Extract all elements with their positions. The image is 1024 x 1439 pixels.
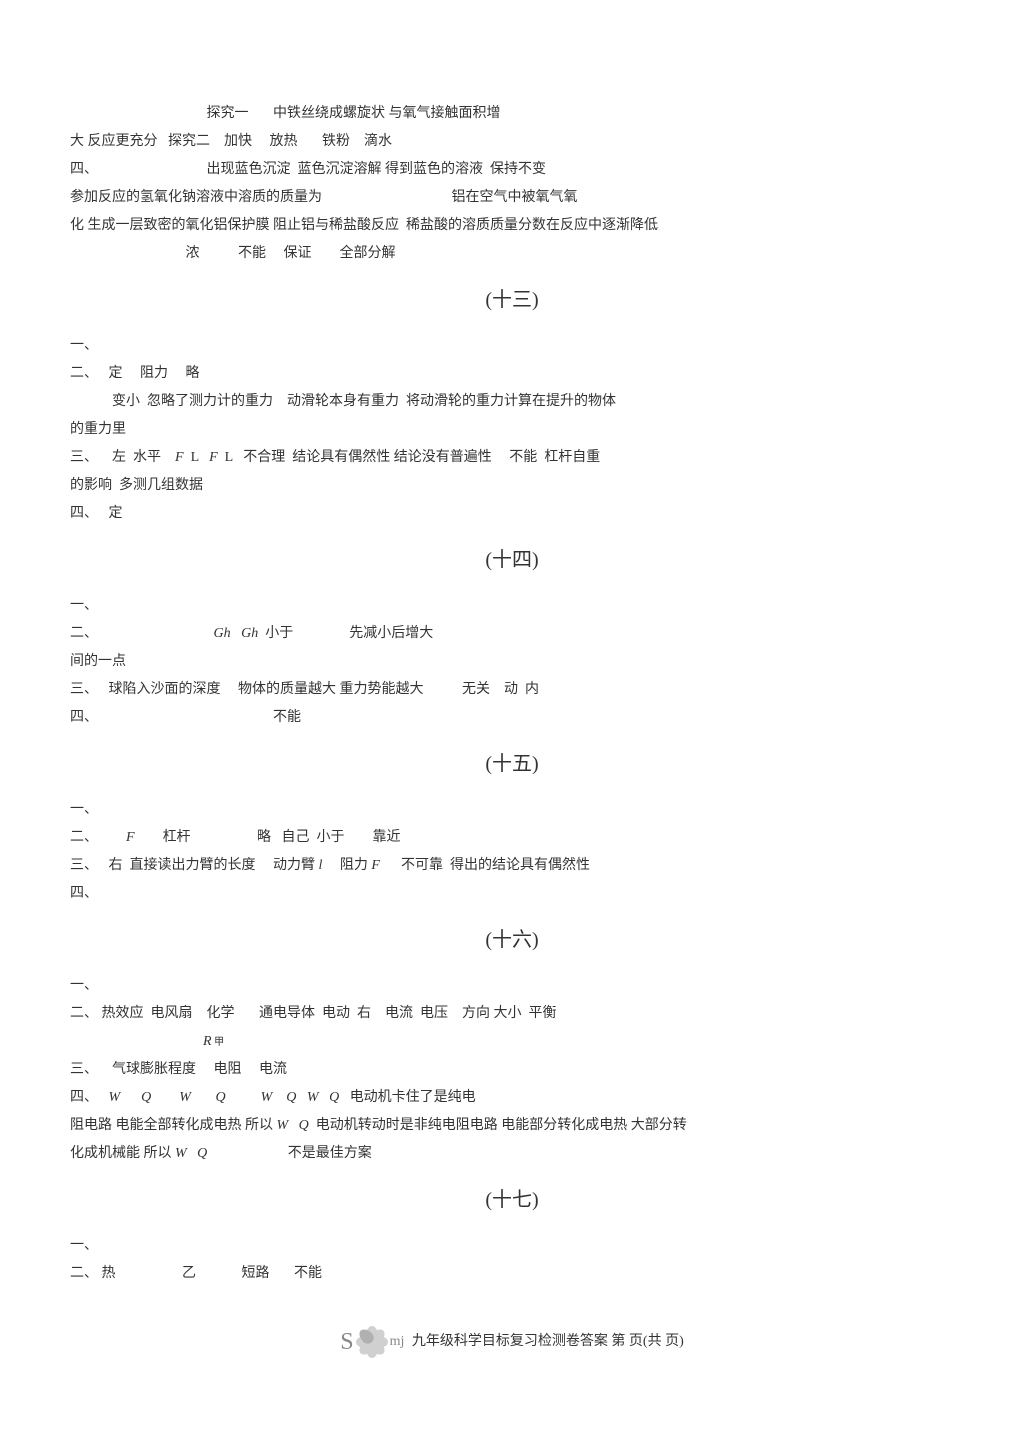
variable-Q: Q bbox=[215, 1090, 225, 1105]
section-title-15: (十五) bbox=[70, 744, 954, 784]
text-line: 二、 热效应 电风扇 化学 通电导体 电动 右 电流 电压 方向 大小 平衡 bbox=[70, 1000, 954, 1028]
text-line: 一、 bbox=[70, 592, 954, 620]
text-line: 间的一点 bbox=[70, 648, 954, 676]
text-line: 四、 出现蓝色沉淀 蓝色沉淀溶解 得到蓝色的溶液 保持不变 bbox=[70, 156, 954, 184]
text-line: 四、 bbox=[70, 880, 954, 908]
section-title-14: (十四) bbox=[70, 540, 954, 580]
variable-W: W bbox=[179, 1090, 191, 1105]
variable-W: W bbox=[277, 1118, 289, 1133]
text-line: 二、 F 杠杆 略 自己 小于 靠近 bbox=[70, 824, 954, 852]
text-line: 三、 右 直接读出力臂的长度 动力臂 l 阻力 F 不可靠 得出的结论具有偶然性 bbox=[70, 852, 954, 880]
text-line: 四、 W Q W Q W Q W Q 电动机卡住了是纯电 bbox=[70, 1084, 954, 1112]
logo-icon: S mj bbox=[340, 1318, 404, 1366]
text-line: 二、 Gh Gh 小于 先减小后增大 bbox=[70, 620, 954, 648]
variable-W: W bbox=[109, 1090, 121, 1105]
text-line: 阻电路 电能全部转化成电热 所以 W Q 电动机转动时是非纯电阻电路 电能部分转… bbox=[70, 1112, 954, 1140]
text-line: 二、 热 乙 短路 不能 bbox=[70, 1260, 954, 1288]
section-15: 一、 二、 F 杠杆 略 自己 小于 靠近 三、 右 直接读出力臂的长度 动力臂… bbox=[70, 796, 954, 908]
variable-Q: Q bbox=[286, 1090, 296, 1105]
variable-W: W bbox=[175, 1146, 187, 1161]
variable-R: R bbox=[203, 1034, 212, 1049]
section-13: 一、 二、 定 阻力 略 变小 忽略了测力计的重力 动滑轮本身有重力 将动滑轮的… bbox=[70, 332, 954, 528]
section-title-17: (十七) bbox=[70, 1180, 954, 1220]
text-line: 的影响 多测几组数据 bbox=[70, 472, 954, 500]
text-line: 一、 bbox=[70, 796, 954, 824]
variable-F: F bbox=[175, 450, 184, 465]
section-14: 一、 二、 Gh Gh 小于 先减小后增大 间的一点 三、 球陷入沙面的深度 物… bbox=[70, 592, 954, 732]
top-section: 探究一 中铁丝绕成螺旋状 与氧气接触面积增 大 反应更充分 探究二 加快 放热 … bbox=[70, 100, 954, 268]
text-line: 探究一 中铁丝绕成螺旋状 与氧气接触面积增 bbox=[70, 100, 954, 128]
section-title-13: (十三) bbox=[70, 280, 954, 320]
text-line: 的重力里 bbox=[70, 416, 954, 444]
text-line: 浓 不能 保证 全部分解 bbox=[70, 240, 954, 268]
section-17: 一、 二、 热 乙 短路 不能 bbox=[70, 1232, 954, 1288]
page-footer: S mj 九年级科学目标复习检测卷答案 第 页(共 页) bbox=[70, 1318, 954, 1366]
text-line: 一、 bbox=[70, 332, 954, 360]
text-line: 一、 bbox=[70, 1232, 954, 1260]
text-line: 三、 气球膨胀程度 电阻 电流 bbox=[70, 1056, 954, 1084]
text-line: 四、 不能 bbox=[70, 704, 954, 732]
text-line: 三、 左 水平 F L F L 不合理 结论具有偶然性 结论没有普遍性 不能 杠… bbox=[70, 444, 954, 472]
text-line: 大 反应更充分 探究二 加快 放热 铁粉 滴水 bbox=[70, 128, 954, 156]
variable-Q: Q bbox=[141, 1090, 151, 1105]
text-line: 一、 bbox=[70, 972, 954, 1000]
logo-letter-s: S bbox=[340, 1329, 353, 1355]
variable-F: F bbox=[371, 858, 380, 873]
text-line: 参加反应的氢氧化钠溶液中溶质的质量为 铝在空气中被氧气氧 bbox=[70, 184, 954, 212]
text-line: 三、 球陷入沙面的深度 物体的质量越大 重力势能越大 无关 动 内 bbox=[70, 676, 954, 704]
flower-icon bbox=[354, 1324, 390, 1360]
variable-Q: Q bbox=[197, 1146, 207, 1161]
variable-Q: Q bbox=[299, 1118, 309, 1133]
footer-text: 九年级科学目标复习检测卷答案 第 页(共 页) bbox=[412, 1334, 684, 1349]
variable-W: W bbox=[307, 1090, 319, 1105]
variable-Q: Q bbox=[329, 1090, 339, 1105]
variable-F: F bbox=[209, 450, 218, 465]
variable-W: W bbox=[261, 1090, 273, 1105]
section-16: 一、 二、 热效应 电风扇 化学 通电导体 电动 右 电流 电压 方向 大小 平… bbox=[70, 972, 954, 1168]
text-line: 化 生成一层致密的氧化铝保护膜 阻止铝与稀盐酸反应 稀盐酸的溶质质量分数在反应中… bbox=[70, 212, 954, 240]
text-line: 化成机械能 所以 W Q 不是最佳方案 bbox=[70, 1140, 954, 1168]
section-title-16: (十六) bbox=[70, 920, 954, 960]
variable-Gh: Gh Gh bbox=[214, 626, 259, 641]
text-line: R 甲 bbox=[70, 1028, 954, 1056]
variable-F: F bbox=[126, 830, 135, 845]
text-line: 四、 定 bbox=[70, 500, 954, 528]
text-line: 二、 定 阻力 略 bbox=[70, 360, 954, 388]
text-line: 变小 忽略了测力计的重力 动滑轮本身有重力 将动滑轮的重力计算在提升的物体 bbox=[70, 388, 954, 416]
logo-letters-mj: mj bbox=[390, 1334, 405, 1349]
